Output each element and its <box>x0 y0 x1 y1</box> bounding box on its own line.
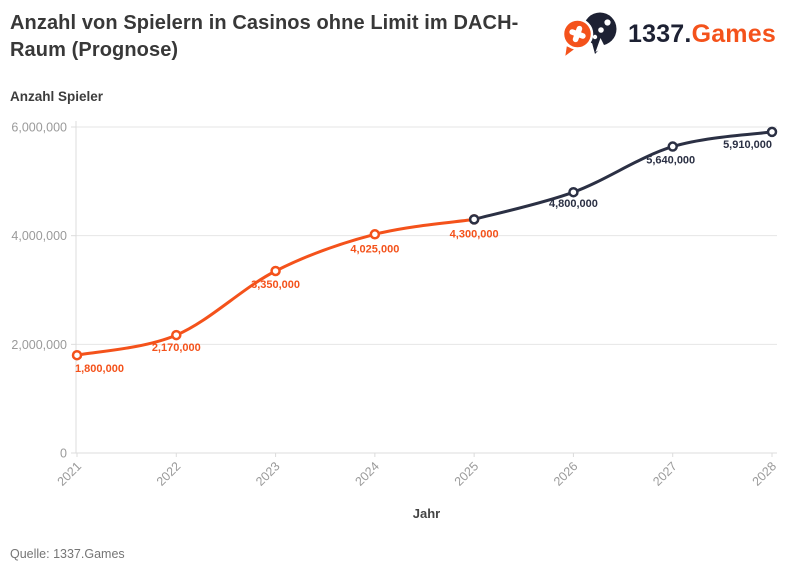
chart-title: Anzahl von Spielern in Casinos ohne Limi… <box>10 12 519 61</box>
data-label-2026: 4,800,000 <box>549 198 598 210</box>
data-label-2023: 3,350,000 <box>251 279 300 291</box>
data-label-2024: 4,025,000 <box>350 243 399 255</box>
logo[interactable]: 1337.Games <box>562 6 776 62</box>
series-line-forecast <box>472 130 774 221</box>
x-axis-title: Jahr <box>412 506 441 521</box>
data-label-2022: 2,170,000 <box>152 342 201 354</box>
x-tick-label: 2027 <box>650 459 680 489</box>
data-point-forecast-2025 <box>468 214 480 225</box>
data-label-2025: 4,300,000 <box>450 228 499 240</box>
data-label-2021: 1,800,000 <box>75 363 124 375</box>
data-point-actual-2023 <box>270 265 281 277</box>
x-tick-label: 2025 <box>452 459 482 489</box>
y-tick-label: 2,000,000 <box>11 338 67 352</box>
data-point-actual-2022 <box>171 329 182 341</box>
data-point-actual-2024 <box>369 229 381 240</box>
source-note: Quelle: 1337.Games <box>10 547 125 561</box>
y-axis-title: Anzahl Spieler <box>10 89 104 104</box>
x-tick-label: 2022 <box>154 459 184 489</box>
x-tick-label: 2028 <box>750 459 780 489</box>
data-point-actual-2021 <box>71 349 83 361</box>
x-tick-label: 2023 <box>253 459 283 489</box>
data-label-2027: 5,640,000 <box>646 155 695 167</box>
logo-text-dark: 1337. <box>628 19 692 48</box>
x-tick-label: 2026 <box>551 459 581 489</box>
data-point-forecast-2028 <box>766 126 778 138</box>
y-tick-label: 4,000,000 <box>11 229 67 243</box>
data-point-forecast-2026 <box>568 186 579 198</box>
data-label-2028: 5,910,000 <box>723 139 772 151</box>
logo-text-orange: Games <box>691 19 776 48</box>
x-tick-label: 2021 <box>55 459 85 489</box>
y-tick-label: 0 <box>60 447 67 461</box>
logo-speech-bubbles-icon <box>562 12 617 61</box>
logo-wordmark: 1337.Games <box>628 20 776 49</box>
x-tick-label: 2024 <box>352 459 382 489</box>
y-tick-label: 6,000,000 <box>11 121 67 135</box>
data-point-forecast-2027 <box>667 141 678 152</box>
logo-orange-bubble <box>562 18 594 61</box>
